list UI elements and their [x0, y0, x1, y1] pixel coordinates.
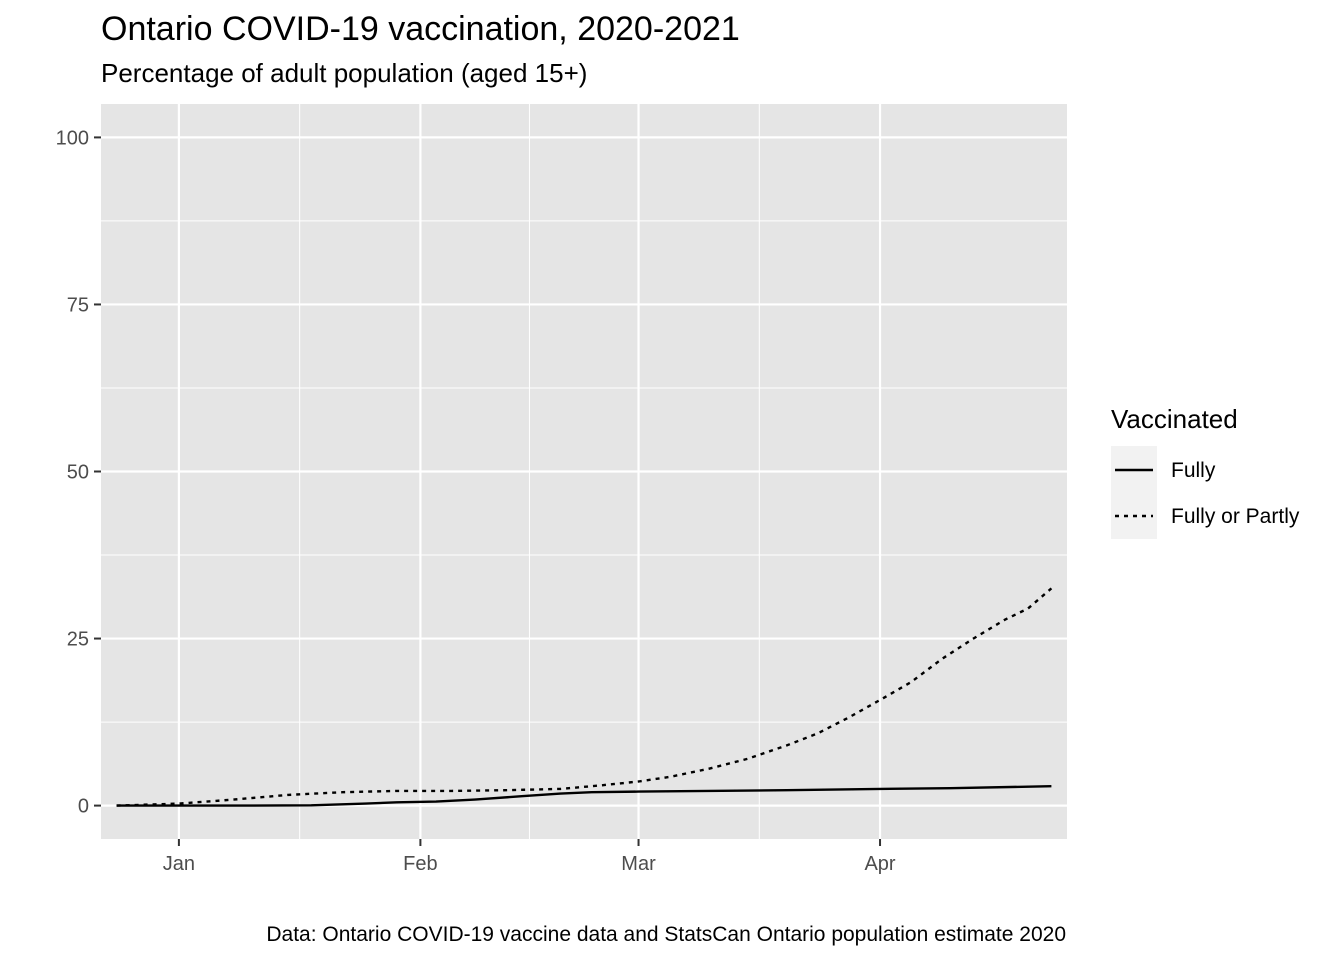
y-axis: 0 25 50 75 100 — [56, 127, 101, 818]
series-lines — [116, 587, 1053, 807]
legend-title: Vaccinated — [1111, 404, 1238, 434]
legend-label-0: Fully — [1171, 459, 1216, 482]
y-tick-label: 75 — [67, 294, 89, 316]
x-tick-label: Apr — [864, 853, 895, 875]
legend-items: Fully Fully or Partly — [1115, 459, 1300, 528]
y-tick-label: 100 — [56, 127, 89, 149]
series-line-1 — [116, 587, 1053, 807]
x-tick-label: Feb — [403, 853, 437, 875]
y-tick-label: 50 — [67, 462, 89, 484]
x-tick-label: Jan — [163, 853, 195, 875]
x-tick-label: Mar — [621, 853, 656, 875]
legend-label-1: Fully or Partly — [1171, 505, 1300, 528]
legend: Vaccinated Fully Fully or Partly — [1111, 404, 1300, 539]
chart-caption: Data: Ontario COVID-19 vaccine data and … — [266, 923, 1066, 946]
chart-subtitle: Percentage of adult population (aged 15+… — [101, 58, 587, 88]
y-tick-label: 25 — [67, 629, 89, 651]
series-line-0 — [116, 785, 1052, 807]
y-tick-label: 0 — [78, 796, 89, 818]
x-axis: Jan Feb Mar Apr — [163, 839, 896, 875]
chart-title: Ontario COVID-19 vaccination, 2020-2021 — [101, 10, 740, 48]
legend-key-background — [1111, 446, 1157, 539]
